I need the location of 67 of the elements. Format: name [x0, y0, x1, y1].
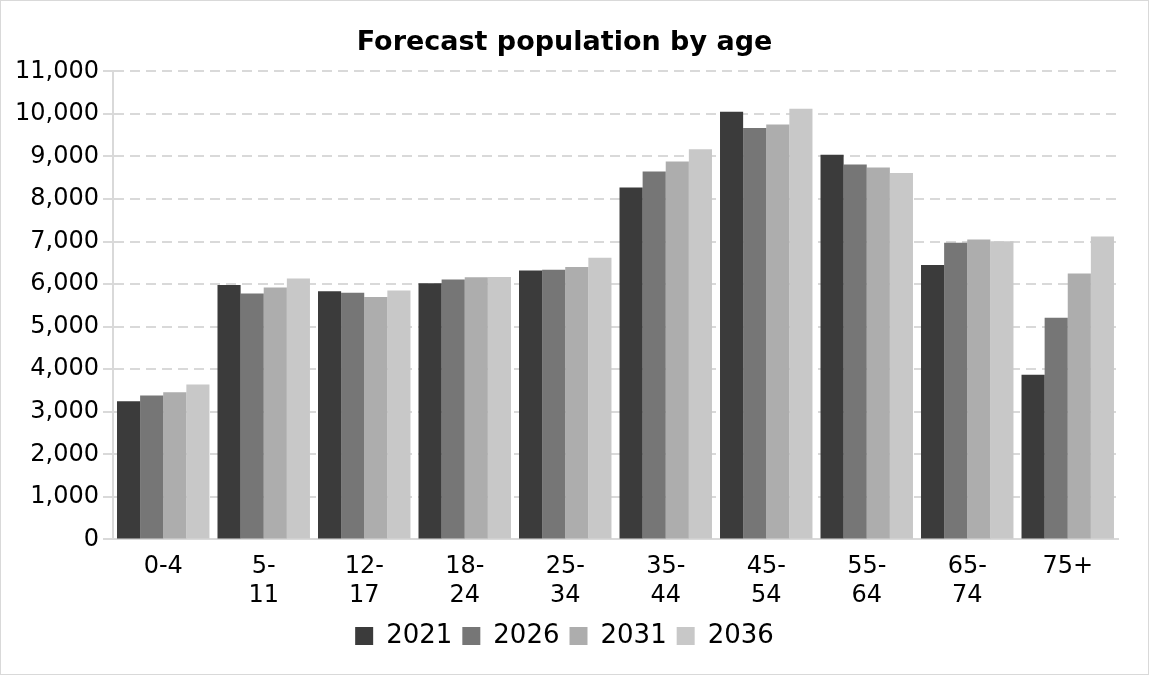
bar — [642, 171, 666, 539]
bar — [519, 270, 543, 539]
y-tick-label: 11,000 — [14, 55, 99, 84]
bar — [688, 149, 712, 539]
bar — [117, 401, 141, 539]
y-tick-label: 10,000 — [14, 98, 99, 127]
bar — [843, 164, 867, 539]
bar — [1090, 236, 1114, 539]
bar — [944, 242, 968, 539]
bar — [464, 277, 488, 539]
bar — [318, 291, 342, 539]
bar — [820, 154, 844, 539]
bar — [387, 290, 411, 539]
bar — [341, 292, 365, 539]
bar — [766, 124, 790, 539]
x-tick-label: 25-34 — [545, 551, 585, 608]
y-tick-label: 3,000 — [30, 396, 99, 424]
bar — [487, 276, 511, 539]
bar — [542, 269, 566, 539]
legend-label: 2026 — [493, 618, 560, 649]
bar — [441, 279, 465, 539]
x-tick-label: 35-44 — [646, 551, 686, 608]
y-tick-label: 6,000 — [30, 268, 99, 297]
y-tick-label: 7,000 — [30, 225, 99, 254]
bar — [1067, 273, 1091, 539]
x-tick-label: 65-74 — [947, 551, 987, 608]
bar — [565, 267, 589, 539]
bar — [1044, 317, 1068, 539]
x-tick-label: 5-11 — [248, 551, 279, 608]
x-tick-label: 0-4 — [143, 551, 183, 580]
bar — [665, 161, 689, 539]
x-tick-label: 45-54 — [746, 551, 786, 608]
y-tick-label: 9,000 — [30, 140, 99, 169]
bar — [1021, 374, 1045, 539]
bar — [240, 293, 264, 539]
bar — [163, 392, 187, 539]
bar — [990, 241, 1014, 539]
y-tick-label: 4,000 — [30, 353, 99, 382]
x-tick-label: 12-17 — [344, 551, 384, 608]
x-tick-label: 55-64 — [847, 551, 887, 608]
bar — [263, 287, 287, 539]
x-tick-label: 18-24 — [445, 551, 485, 608]
y-tick-label: 5,000 — [30, 310, 99, 339]
bar — [889, 173, 913, 539]
y-tick-label: 0 — [83, 523, 99, 552]
bar — [720, 111, 744, 539]
chart-title: Forecast population by age — [356, 25, 773, 57]
bar — [921, 264, 945, 539]
y-tick-label: 1,000 — [30, 481, 99, 510]
legend-label: 2036 — [707, 618, 774, 649]
bar — [619, 187, 643, 539]
bar — [866, 167, 890, 539]
bar — [743, 127, 767, 539]
x-tick-label: 75+ — [1042, 551, 1094, 580]
legend-label: 2021 — [386, 618, 453, 649]
legend-label: 2031 — [600, 618, 667, 649]
bar — [186, 384, 210, 539]
bar — [286, 278, 310, 539]
y-tick-label: 8,000 — [30, 183, 99, 212]
bar — [418, 283, 442, 539]
bar — [789, 108, 813, 539]
bar — [364, 296, 388, 539]
bar — [967, 239, 991, 539]
bar — [217, 284, 241, 539]
y-tick-label: 2,000 — [30, 438, 99, 467]
bar — [588, 257, 612, 539]
bar — [140, 395, 164, 539]
